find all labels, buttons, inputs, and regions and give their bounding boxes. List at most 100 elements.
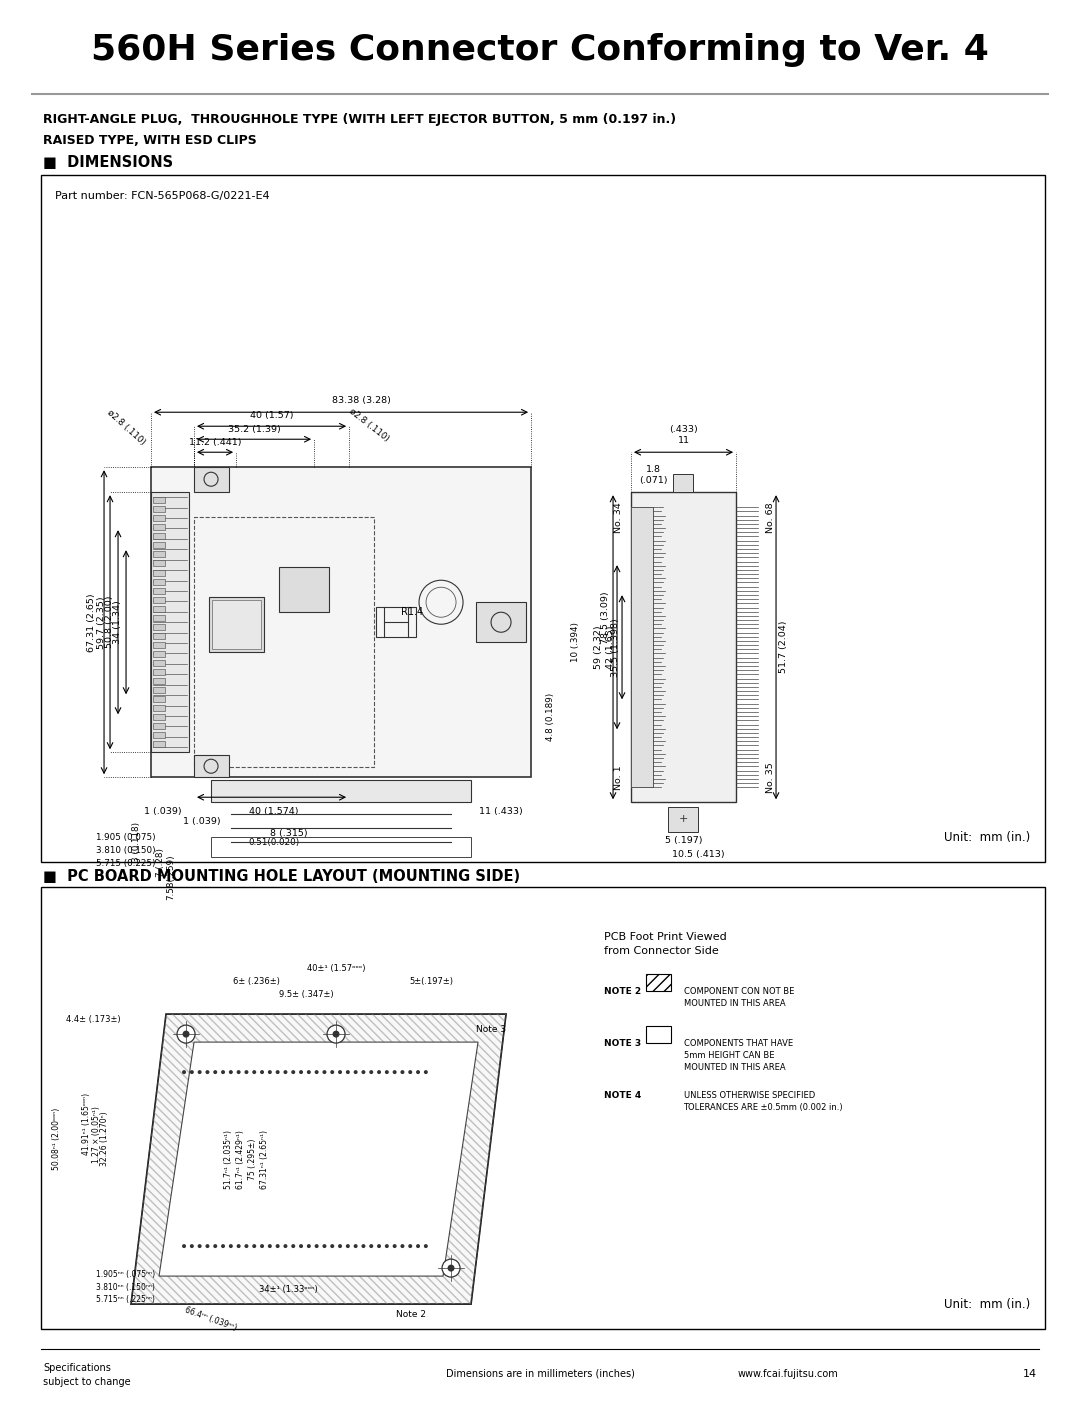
Circle shape xyxy=(401,1244,404,1248)
Circle shape xyxy=(205,1244,210,1248)
Circle shape xyxy=(327,1025,345,1043)
Bar xyxy=(376,607,416,638)
Text: +: + xyxy=(678,815,688,824)
Bar xyxy=(153,687,165,693)
Circle shape xyxy=(423,1070,428,1074)
Text: 67.31ⁿ¹ (2.65ⁿ¹): 67.31ⁿ¹ (2.65ⁿ¹) xyxy=(259,1130,269,1189)
Text: (.433): (.433) xyxy=(670,425,698,435)
Text: No. 34: No. 34 xyxy=(615,502,623,533)
Text: 50.8 (2.00): 50.8 (2.00) xyxy=(105,596,114,649)
Text: UNLESS OTHERWISE SPECIFIED
TOLERANCES ARE ±0.5mm (0.002 in.): UNLESS OTHERWISE SPECIFIED TOLERANCES AR… xyxy=(684,1092,843,1112)
Text: 0.51(0.020): 0.51(0.020) xyxy=(248,838,299,847)
Text: 34±¹ (1.33ᵒᵒⁿ): 34±¹ (1.33ᵒᵒⁿ) xyxy=(259,1284,318,1294)
Bar xyxy=(153,669,165,674)
Circle shape xyxy=(338,1244,342,1248)
Circle shape xyxy=(416,1244,420,1248)
Circle shape xyxy=(292,1244,295,1248)
Bar xyxy=(153,524,165,530)
Bar xyxy=(153,679,165,684)
Bar xyxy=(151,467,531,777)
Text: Note 2: Note 2 xyxy=(396,1309,426,1319)
Polygon shape xyxy=(131,1014,507,1304)
Text: Specifications
subject to change: Specifications subject to change xyxy=(43,1363,131,1387)
Circle shape xyxy=(408,1244,413,1248)
Text: 51.7 (2.04): 51.7 (2.04) xyxy=(779,621,788,673)
Circle shape xyxy=(221,1244,225,1248)
Circle shape xyxy=(237,1244,241,1248)
Bar xyxy=(153,742,165,747)
Bar xyxy=(153,498,165,503)
Circle shape xyxy=(183,1030,190,1037)
Bar xyxy=(646,974,671,991)
Circle shape xyxy=(190,1244,193,1248)
Bar xyxy=(153,533,165,540)
Text: NOTE 4: NOTE 4 xyxy=(604,1092,640,1101)
Text: NOTE 3: NOTE 3 xyxy=(604,1039,640,1049)
Circle shape xyxy=(253,1244,256,1248)
Text: 40 (1.57): 40 (1.57) xyxy=(249,411,294,421)
Text: 59 (2.32): 59 (2.32) xyxy=(594,625,603,669)
Circle shape xyxy=(362,1244,365,1248)
Circle shape xyxy=(323,1070,326,1074)
Text: 560H Series Connector Conforming to Ver. 4: 560H Series Connector Conforming to Ver.… xyxy=(91,34,989,67)
Bar xyxy=(631,508,653,788)
Text: Dimensions are in millimeters (inches): Dimensions are in millimeters (inches) xyxy=(446,1368,634,1378)
Circle shape xyxy=(299,1244,303,1248)
Circle shape xyxy=(213,1244,217,1248)
Text: ø2.8 (.110): ø2.8 (.110) xyxy=(348,407,391,443)
Bar xyxy=(153,561,165,566)
Circle shape xyxy=(244,1070,248,1074)
Text: 5 (.197): 5 (.197) xyxy=(665,836,702,845)
Bar xyxy=(210,597,264,652)
Circle shape xyxy=(338,1070,342,1074)
Bar xyxy=(153,597,165,603)
Text: 3.810 (0.150): 3.810 (0.150) xyxy=(96,845,156,855)
Bar xyxy=(212,600,261,649)
Bar xyxy=(153,642,165,648)
Bar xyxy=(153,543,165,548)
Text: NOTE 2: NOTE 2 xyxy=(604,987,640,997)
Bar xyxy=(279,568,329,613)
Circle shape xyxy=(244,1244,248,1248)
Text: 5.715 (0.225): 5.715 (0.225) xyxy=(96,859,156,868)
Bar xyxy=(153,516,165,522)
Text: 40±¹ (1.57ᵒᵒᵒ): 40±¹ (1.57ᵒᵒᵒ) xyxy=(307,963,365,973)
Bar xyxy=(194,517,374,767)
Circle shape xyxy=(183,1244,186,1248)
Text: 4.8 (0.189): 4.8 (0.189) xyxy=(546,693,555,742)
Text: 4.4± (.173±): 4.4± (.173±) xyxy=(66,1015,121,1023)
Text: 83.38 (3.28): 83.38 (3.28) xyxy=(332,397,391,405)
Text: 1.8: 1.8 xyxy=(646,465,661,474)
Bar xyxy=(153,579,165,585)
Circle shape xyxy=(401,1070,404,1074)
Circle shape xyxy=(369,1244,374,1248)
Bar xyxy=(151,492,189,753)
Circle shape xyxy=(393,1244,396,1248)
Circle shape xyxy=(253,1070,256,1074)
Circle shape xyxy=(346,1244,350,1248)
Text: www.fcai.fujitsu.com: www.fcai.fujitsu.com xyxy=(738,1368,839,1378)
Bar xyxy=(631,492,737,802)
Circle shape xyxy=(384,1244,389,1248)
Bar xyxy=(153,551,165,558)
Text: Note 3: Note 3 xyxy=(476,1025,507,1033)
Text: 32.26 (1.270ⁿ): 32.26 (1.270ⁿ) xyxy=(99,1112,108,1166)
Circle shape xyxy=(353,1070,357,1074)
Text: ■  DIMENSIONS: ■ DIMENSIONS xyxy=(43,156,173,170)
Circle shape xyxy=(416,1070,420,1074)
Bar xyxy=(41,175,1045,862)
Text: (.071): (.071) xyxy=(638,477,667,485)
Bar xyxy=(153,723,165,729)
Text: RAISED TYPE, WITH ESD CLIPS: RAISED TYPE, WITH ESD CLIPS xyxy=(43,133,257,147)
Bar xyxy=(153,569,165,576)
Circle shape xyxy=(307,1244,311,1248)
Text: 5±(.197±): 5±(.197±) xyxy=(409,977,453,986)
Text: RIGHT-ANGLE PLUG,  THROUGHHOLE TYPE (WITH LEFT EJECTOR BUTTON, 5 mm (0.197 in.): RIGHT-ANGLE PLUG, THROUGHHOLE TYPE (WITH… xyxy=(43,112,676,126)
Circle shape xyxy=(442,1259,460,1277)
Circle shape xyxy=(377,1070,381,1074)
Text: 35.5 (1.398): 35.5 (1.398) xyxy=(611,618,620,677)
Text: Part number: FCN-565P068-G/0221-E4: Part number: FCN-565P068-G/0221-E4 xyxy=(55,191,270,202)
Text: 1.905ⁿⁿ (.075ⁿⁿ): 1.905ⁿⁿ (.075ⁿⁿ) xyxy=(96,1270,156,1279)
Circle shape xyxy=(177,1025,195,1043)
Text: 75 (.295±): 75 (.295±) xyxy=(247,1138,257,1180)
